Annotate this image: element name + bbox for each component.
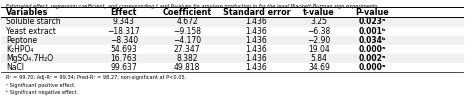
Bar xyxy=(1,63,463,72)
Text: 27.347: 27.347 xyxy=(174,45,201,54)
Text: 4.672: 4.672 xyxy=(176,17,198,26)
Text: −18.317: −18.317 xyxy=(108,27,140,36)
Text: 49.818: 49.818 xyxy=(174,63,201,72)
Text: NaCl: NaCl xyxy=(6,63,24,72)
Text: 8.382: 8.382 xyxy=(176,54,198,63)
Text: ᵇ Significant negative effect.: ᵇ Significant negative effect. xyxy=(6,90,78,95)
Bar xyxy=(1,26,463,36)
Text: Peptone: Peptone xyxy=(6,36,37,45)
Text: Estimated effect, regression coefficient, and corresponding t and P-values for a: Estimated effect, regression coefficient… xyxy=(6,4,379,9)
Bar xyxy=(1,17,463,26)
Text: −8.340: −8.340 xyxy=(109,36,138,45)
Text: 1.436: 1.436 xyxy=(246,45,267,54)
Text: 9.343: 9.343 xyxy=(113,17,135,26)
Text: P-value: P-value xyxy=(355,8,389,17)
Text: −2.90: −2.90 xyxy=(307,36,330,45)
Text: 1.436: 1.436 xyxy=(246,27,267,36)
Text: 0.001ᵇ: 0.001ᵇ xyxy=(358,27,386,36)
Text: 16.763: 16.763 xyxy=(110,54,137,63)
Bar xyxy=(1,54,463,63)
Text: Soluble starch: Soluble starch xyxy=(6,17,61,26)
Text: 19.04: 19.04 xyxy=(308,45,330,54)
Bar xyxy=(1,36,463,45)
Text: ᵃ Significant positive effect.: ᵃ Significant positive effect. xyxy=(6,83,76,88)
Text: 1.436: 1.436 xyxy=(246,17,267,26)
Text: Variables: Variables xyxy=(6,8,48,17)
Text: −4.170: −4.170 xyxy=(173,36,201,45)
Text: 0.023ᵃ: 0.023ᵃ xyxy=(358,17,386,26)
Text: 54.693: 54.693 xyxy=(110,45,137,54)
Text: 0.002ᵃ: 0.002ᵃ xyxy=(358,54,386,63)
Text: Standard error: Standard error xyxy=(223,8,291,17)
Text: MgSO₄.7H₂O: MgSO₄.7H₂O xyxy=(6,54,53,63)
Text: 34.69: 34.69 xyxy=(308,63,330,72)
Text: 1.436: 1.436 xyxy=(246,54,267,63)
Text: Effect: Effect xyxy=(110,8,137,17)
Bar xyxy=(1,45,463,54)
Text: t-value: t-value xyxy=(303,8,335,17)
Text: 0.034ᵇ: 0.034ᵇ xyxy=(358,36,386,45)
Text: K₂HPO₄: K₂HPO₄ xyxy=(6,45,33,54)
Text: 1.436: 1.436 xyxy=(246,63,267,72)
Text: R² = 99.70; Adj-R² = 99.34; Pred-R² = 98.27; non-significant at P<0.05.: R² = 99.70; Adj-R² = 99.34; Pred-R² = 98… xyxy=(6,75,186,80)
Text: 1.436: 1.436 xyxy=(246,36,267,45)
Text: 0.000ᵃ: 0.000ᵃ xyxy=(358,63,386,72)
Text: 99.637: 99.637 xyxy=(110,63,137,72)
Text: 3.25: 3.25 xyxy=(310,17,327,26)
Text: −6.38: −6.38 xyxy=(307,27,330,36)
Text: Yeast extract: Yeast extract xyxy=(6,27,56,36)
Text: −9.158: −9.158 xyxy=(173,27,201,36)
Text: 5.84: 5.84 xyxy=(310,54,327,63)
Text: 0.000ᵃ: 0.000ᵃ xyxy=(358,45,386,54)
Text: Coefficient: Coefficient xyxy=(163,8,212,17)
